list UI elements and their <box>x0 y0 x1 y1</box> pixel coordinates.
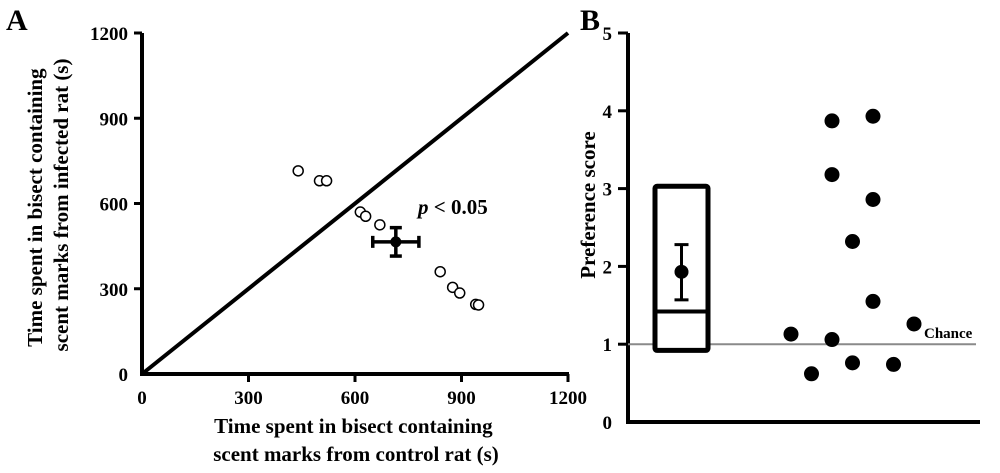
panel-a-points <box>292 165 485 311</box>
panel-a-y-label: Time spent in bisect containing scent ma… <box>23 59 73 352</box>
panel-a-plot: 0 300 600 900 1200 0 300 600 900 1200 p < 0.05 <box>90 24 587 409</box>
panel-b-data-point <box>824 113 840 129</box>
panel-b-y-label: Preference score <box>576 131 600 279</box>
panel-a-x-tick-label: 900 <box>447 388 476 409</box>
panel-b-data-point <box>865 108 881 124</box>
panel-a-annotation: p < 0.05 <box>416 195 488 219</box>
panel-a-x-tick-label: 600 <box>341 388 370 409</box>
panel-a-y-tick-label: 1200 <box>90 24 128 45</box>
panel-a-data-point <box>453 287 466 299</box>
panel-a-identity-line <box>140 31 570 376</box>
panel-b-data-point <box>865 293 881 309</box>
panel-a-data-point <box>359 210 372 223</box>
panel-a-y-label-line-1: Time spent in bisect containing <box>23 68 47 347</box>
panel-b-data-point <box>886 356 901 372</box>
panel-a-label: A <box>6 4 28 37</box>
panel-b-label: B <box>580 4 600 37</box>
panel-a-x-tick-label: 0 <box>137 388 147 409</box>
panel-a-data-point <box>374 219 386 231</box>
panel-a-x-label: Time spent in bisect containing scent ma… <box>213 414 499 466</box>
panel-a-mean-marker <box>371 225 421 258</box>
panel-b-box-mean <box>674 264 689 279</box>
panel-b-y-tick-label: 5 <box>603 24 613 45</box>
panel-a-y-ticks: 0 300 600 900 1200 <box>90 24 142 386</box>
panel-b-data-point <box>804 366 819 382</box>
panel-a-x-tick-label: 300 <box>234 388 263 409</box>
panel-b-y-ticks: 0 1 2 3 4 5 <box>603 24 628 434</box>
panel-b-box <box>652 183 711 353</box>
panel-a-mean-point <box>390 236 402 248</box>
panel-a-x-tick-label: 1200 <box>549 388 587 409</box>
panel-b-y-tick-label: 3 <box>603 180 613 201</box>
panel-a-data-point <box>320 175 333 187</box>
panel-b-y-tick-label: 0 <box>603 413 613 434</box>
panel-b-data-point <box>824 167 840 183</box>
panel-b-data-point <box>845 234 860 250</box>
panel-a-x-label-line-1: Time spent in bisect containing <box>214 414 493 438</box>
panel-a-y-tick-label: 0 <box>119 365 129 386</box>
panel-b-data-point <box>865 191 881 207</box>
panel-a-x-ticks: 0 300 600 900 1200 <box>137 374 587 409</box>
panel-a-y-tick-label: 300 <box>100 280 129 301</box>
panel-a-data-point <box>434 265 446 278</box>
panel-a-y-tick-label: 600 <box>100 195 129 216</box>
panel-a-y-tick-label: 900 <box>100 109 129 130</box>
panel-b-data-point <box>824 332 840 348</box>
panel-b-points <box>783 108 922 382</box>
panel-b-chance-label: Chance <box>924 326 973 342</box>
panel-a-data-point <box>472 299 485 311</box>
panel-b-y-tick-label: 4 <box>603 102 613 123</box>
panel-b-plot: 0 1 2 3 4 5 Chance <box>603 24 980 434</box>
panel-a-y-label-line-2: scent marks from infected rat (s) <box>49 59 73 352</box>
panel-b-y-tick-label: 2 <box>603 257 613 278</box>
panel-a-x-label-line-2: scent marks from control rat (s) <box>213 442 499 466</box>
panel-a-data-point <box>292 165 304 177</box>
panel-b-y-tick-label: 1 <box>603 335 613 356</box>
panel-b-data-point <box>845 355 860 371</box>
panel-b-data-point <box>783 326 799 342</box>
panel-b-data-point <box>906 316 922 332</box>
